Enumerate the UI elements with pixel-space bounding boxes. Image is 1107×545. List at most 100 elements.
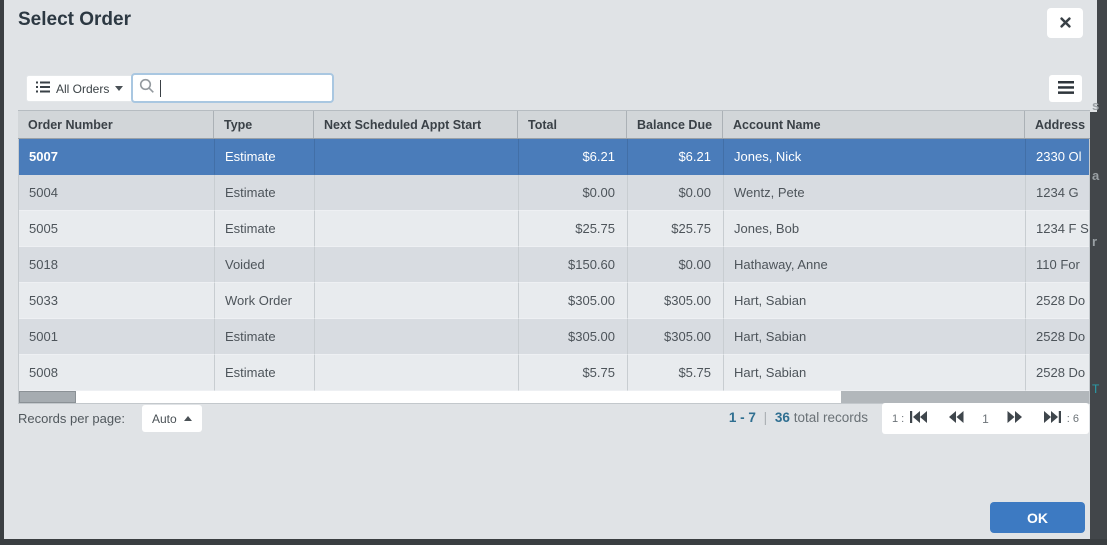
cell-order-number: 5005 [19, 211, 215, 247]
table-row[interactable]: 5033 Work Order $305.00 $305.00 Hart, Sa… [19, 283, 1089, 319]
table-row[interactable]: 5005 Estimate $25.75 $25.75 Jones, Bob 1… [19, 211, 1089, 247]
column-header-type[interactable]: Type [214, 111, 314, 138]
cell-order-number: 5033 [19, 283, 215, 319]
cell-balance-due: $5.75 [628, 355, 724, 391]
total-record-count: 36 [774, 410, 790, 425]
cell-address: 2528 Do [1026, 355, 1089, 391]
column-header-balance-due[interactable]: Balance Due [627, 111, 723, 138]
backdrop-notch [1090, 0, 1097, 112]
table-row[interactable]: 5008 Estimate $5.75 $5.75 Hart, Sabian 2… [19, 355, 1089, 391]
column-header-account-name[interactable]: Account Name [723, 111, 1025, 138]
cell-total: $0.00 [519, 175, 628, 211]
cell-balance-due: $305.00 [628, 319, 724, 355]
record-range: 1 - 7 [728, 410, 756, 425]
cell-account-name: Hart, Sabian [724, 355, 1026, 391]
cell-account-name: Jones, Nick [724, 139, 1026, 175]
table-row[interactable]: 5018 Voided $150.60 $0.00 Hathaway, Anne… [19, 247, 1089, 283]
cell-balance-due: $6.21 [628, 139, 724, 175]
cell-address: 2528 Do [1026, 283, 1089, 319]
cell-order-number: 5008 [19, 355, 215, 391]
cell-address: 2330 Ol [1026, 139, 1089, 175]
close-button[interactable] [1047, 8, 1083, 38]
cell-total: $25.75 [519, 211, 628, 247]
list-icon [36, 81, 50, 96]
cell-address: 2528 Do [1026, 319, 1089, 355]
cell-type: Estimate [215, 211, 315, 247]
column-header-address[interactable]: Address [1035, 117, 1086, 132]
cell-address: 110 For [1026, 247, 1089, 283]
cell-balance-due: $25.75 [628, 211, 724, 247]
backdrop-text-fragment: a [1092, 168, 1100, 183]
chevron-up-icon [183, 416, 192, 421]
search-icon [139, 78, 155, 99]
close-icon [1059, 16, 1071, 31]
chevron-down-icon [115, 86, 124, 91]
last-page-button[interactable] [1041, 409, 1063, 428]
pagination-controls: 1 : 1 [882, 403, 1089, 434]
cell-address: 1234 F S [1026, 211, 1089, 247]
column-header-total[interactable]: Total [518, 111, 627, 138]
table-body: 5007 Estimate $6.21 $6.21 Jones, Nick 23… [18, 139, 1090, 391]
filter-label: All Orders [56, 81, 110, 96]
cell-next-appt [315, 355, 519, 391]
search-box[interactable] [131, 73, 334, 103]
ok-button[interactable]: OK [990, 502, 1085, 533]
select-order-modal: Select Order All Orders [4, 0, 1090, 539]
first-page-button[interactable] [908, 409, 930, 428]
cell-next-appt [315, 211, 519, 247]
current-page: 1 [982, 411, 989, 426]
records-per-page-dropdown[interactable]: Auto [142, 405, 202, 432]
orders-table: Order Number Type Next Scheduled Appt St… [18, 110, 1090, 404]
page-title: Select Order [18, 9, 131, 30]
records-per-page-label: Records per page: [18, 411, 125, 426]
cell-account-name: Wentz, Pete [724, 175, 1026, 211]
scrollbar-thumb[interactable] [19, 391, 76, 403]
table-row[interactable]: 5007 Estimate $6.21 $6.21 Jones, Nick 23… [19, 139, 1089, 175]
cell-total: $305.00 [519, 283, 628, 319]
previous-page-button[interactable] [946, 409, 966, 428]
scrollbar-gray-zone [841, 391, 1089, 403]
text-cursor [160, 79, 161, 97]
last-page-icon [1043, 411, 1061, 426]
cell-next-appt [315, 175, 519, 211]
cell-address: 1234 G [1026, 175, 1089, 211]
column-header-order-number[interactable]: Order Number [18, 111, 214, 138]
table-header: Order Number Type Next Scheduled Appt St… [18, 110, 1090, 139]
next-page-icon [1007, 411, 1023, 426]
cell-total: $5.75 [519, 355, 628, 391]
search-input[interactable] [161, 75, 326, 101]
cell-type: Voided [215, 247, 315, 283]
cell-next-appt [315, 283, 519, 319]
cell-account-name: Hart, Sabian [724, 319, 1026, 355]
order-filter-dropdown[interactable]: All Orders [26, 75, 134, 102]
cell-next-appt [315, 139, 519, 175]
table-row[interactable]: 5001 Estimate $305.00 $305.00 Hart, Sabi… [19, 319, 1089, 355]
cell-order-number: 5007 [19, 139, 215, 175]
cell-total: $150.60 [519, 247, 628, 283]
record-range-summary: 1 - 7 | 36 total records [729, 410, 868, 425]
next-page-button[interactable] [1005, 409, 1025, 428]
column-header-next-scheduled-appt-start[interactable]: Next Scheduled Appt Start [314, 111, 518, 138]
cell-order-number: 5001 [19, 319, 215, 355]
first-page-hint: 1 : [892, 412, 905, 425]
horizontal-scrollbar[interactable] [18, 391, 1090, 404]
cell-next-appt [315, 247, 519, 283]
backdrop-text-fragment: T [1092, 382, 1100, 396]
backdrop-bottom-strip [0, 539, 1107, 545]
cell-type: Estimate [215, 175, 315, 211]
cell-account-name: Hathaway, Anne [724, 247, 1026, 283]
cell-total: $305.00 [519, 319, 628, 355]
cell-balance-due: $0.00 [628, 175, 724, 211]
grid-menu-button[interactable] [1049, 75, 1082, 102]
cell-type: Estimate [215, 319, 315, 355]
cell-type: Estimate [215, 355, 315, 391]
backdrop-text-fragment: s [1092, 98, 1100, 113]
table-row[interactable]: 5004 Estimate $0.00 $0.00 Wentz, Pete 12… [19, 175, 1089, 211]
range-separator: | [763, 410, 768, 425]
cell-order-number: 5018 [19, 247, 215, 283]
hamburger-icon [1057, 80, 1074, 97]
cell-type: Work Order [215, 283, 315, 319]
cell-type: Estimate [215, 139, 315, 175]
cell-balance-due: $305.00 [628, 283, 724, 319]
